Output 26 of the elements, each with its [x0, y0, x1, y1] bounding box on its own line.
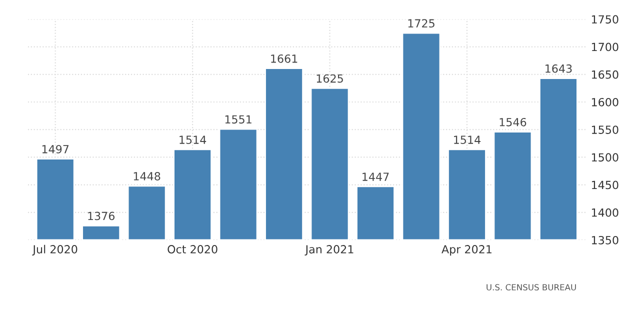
data-label: 1497	[42, 144, 69, 154]
data-label: 1514	[454, 136, 480, 144]
data-label: 1546	[500, 118, 526, 126]
data-label: 1514	[180, 136, 206, 144]
y-tick-label: 1700	[592, 42, 618, 52]
text: U.S. CENSUS BUREAU	[486, 284, 576, 290]
x-tick-label: Jul 2020	[32, 244, 78, 256]
y-tick-label: 1500	[592, 153, 618, 162]
x-tick-label: Oct 2020	[168, 245, 218, 254]
y-tick-label: 1450	[592, 180, 618, 190]
y-tick-label: 1350	[592, 236, 618, 244]
data-label: 1376	[88, 212, 115, 220]
y-tick-label: 1600	[592, 98, 618, 106]
data-label: 1725	[408, 19, 434, 28]
x-tick-label: Apr 2021	[442, 245, 492, 256]
x-tick-label: Jan 2021	[304, 245, 354, 256]
data-label: 1625	[316, 74, 343, 83]
data-label: 1551	[225, 115, 252, 124]
data-label: 1661	[271, 54, 298, 63]
data-label: 1448	[134, 172, 160, 180]
y-tick-label: 1750	[592, 15, 618, 24]
y-tick-label: 1550	[592, 126, 618, 134]
y-tick-label: 1400	[592, 208, 618, 217]
data-label: 1447	[362, 172, 389, 181]
data-label: 1643	[546, 64, 572, 73]
y-tick-label: 1650	[592, 70, 618, 79]
